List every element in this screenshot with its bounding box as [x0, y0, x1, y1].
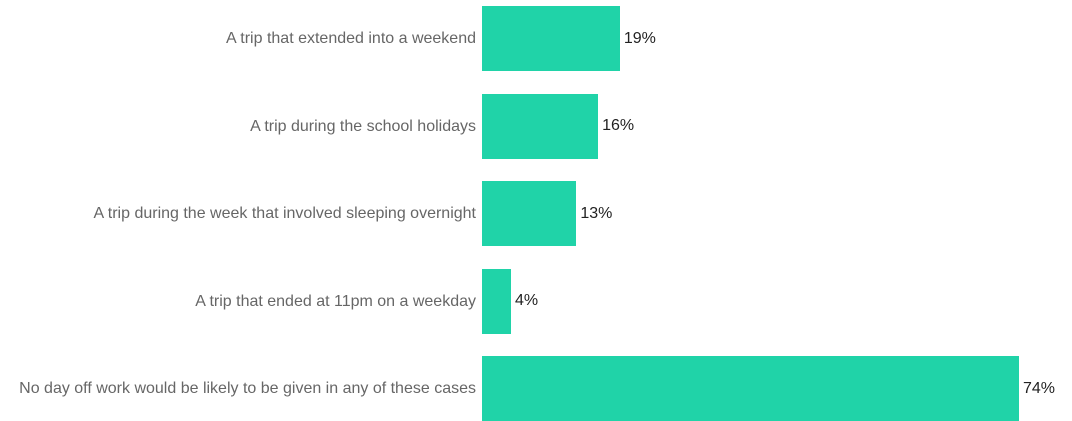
value-label: 4% [515, 292, 539, 309]
category-label: A trip during the week that involved sle… [93, 205, 476, 222]
bar [482, 356, 1019, 421]
bar [482, 6, 620, 71]
value-label: 13% [580, 204, 613, 222]
category-label: A trip during the school holidays [250, 117, 476, 135]
bar [482, 93, 599, 159]
value-label: 16% [602, 117, 635, 134]
category-label: A trip that ended at 11pm on a weekday [195, 292, 476, 310]
value-label: 74% [1023, 379, 1056, 397]
bar [482, 268, 512, 334]
category-label: No day off work would be likely to be gi… [19, 380, 476, 397]
value-label: 19% [623, 29, 656, 47]
category-label: A trip that extended into a weekend [226, 30, 476, 47]
bar [482, 181, 577, 246]
